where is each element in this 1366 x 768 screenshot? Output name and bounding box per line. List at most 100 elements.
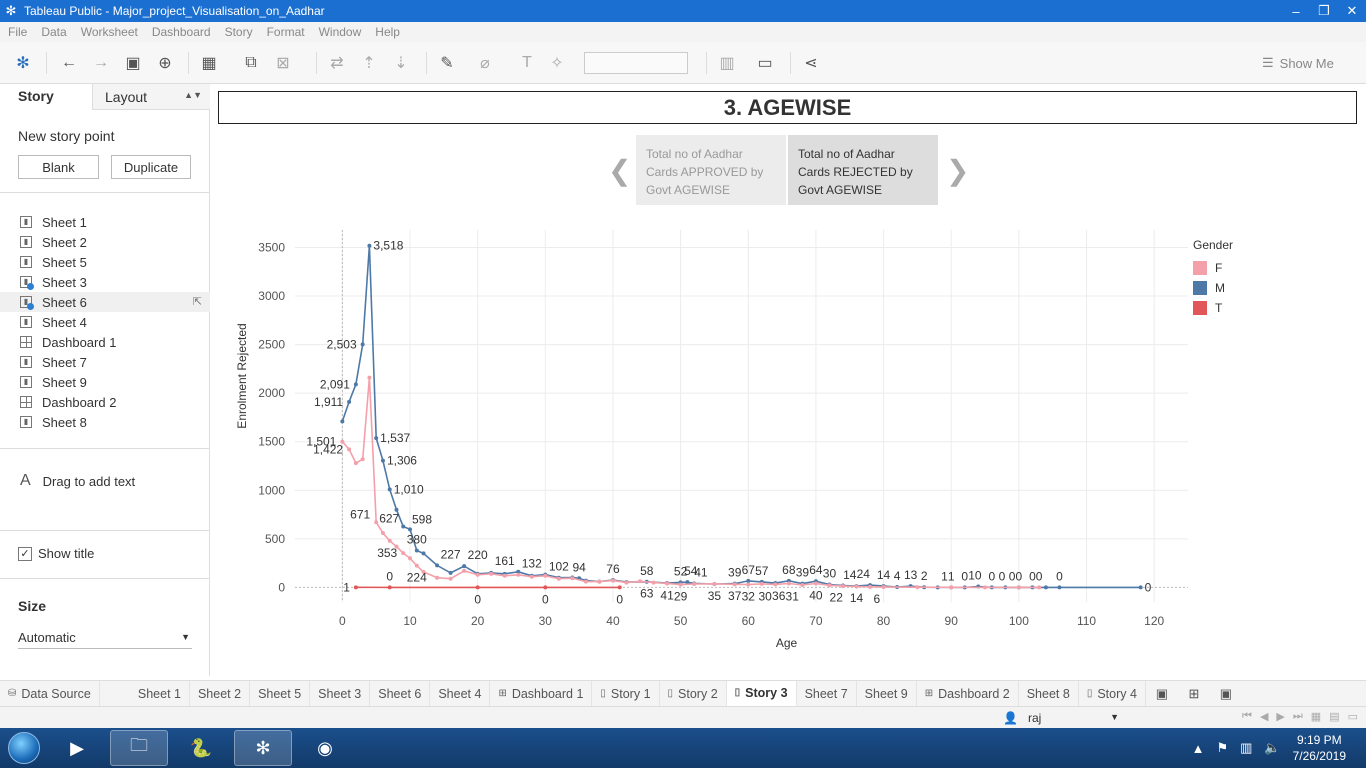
data-point[interactable]	[786, 581, 791, 586]
volume-icon[interactable]: 🔈	[1264, 740, 1281, 755]
next-story-point-icon[interactable]: ❯	[946, 155, 970, 186]
sort-ascending-icon[interactable]: ⇡	[362, 55, 376, 72]
data-point[interactable]	[773, 582, 778, 587]
data-point[interactable]	[638, 579, 643, 584]
data-point[interactable]	[1057, 585, 1062, 590]
data-point[interactable]	[353, 382, 358, 387]
sheet-tab[interactable]: ▯ Story 4	[1079, 680, 1146, 707]
data-point[interactable]	[516, 569, 521, 574]
menu-format[interactable]: Format	[266, 25, 305, 39]
data-point[interactable]	[813, 581, 818, 586]
data-point[interactable]	[387, 487, 392, 492]
undo-icon[interactable]: ←	[61, 54, 77, 71]
legend-item-t[interactable]: T	[1193, 298, 1233, 318]
data-point[interactable]	[827, 583, 832, 588]
sheet-list-item[interactable]: ▮ Sheet 2	[0, 232, 210, 252]
data-point[interactable]	[408, 556, 413, 561]
show-title-checkbox[interactable]: ✓ Show title	[18, 546, 94, 561]
sheet-list-item[interactable]: ▮ Sheet 6 ⇱	[0, 292, 210, 312]
data-point[interactable]	[394, 507, 399, 512]
sheet-tab[interactable]: ⛁ Data Source	[0, 680, 100, 707]
tray-expand-icon[interactable]: ▲	[1191, 740, 1205, 756]
data-point[interactable]	[1138, 585, 1143, 590]
data-point[interactable]	[387, 585, 392, 590]
data-point[interactable]	[949, 585, 954, 590]
data-point[interactable]	[421, 551, 426, 556]
data-point[interactable]	[617, 585, 622, 590]
story-point-rejected[interactable]: Total no of Aadhar Cards REJECTED by Gov…	[788, 135, 938, 205]
sheet-tab[interactable]: ⊞ Dashboard 1	[490, 680, 593, 707]
go-to-sheet-icon[interactable]: ⇱	[192, 296, 202, 308]
data-point[interactable]	[685, 580, 690, 585]
maximize-button[interactable]: ❐	[1318, 3, 1330, 18]
data-point[interactable]	[570, 576, 575, 581]
sheet-list-item[interactable]: ▮ Sheet 7	[0, 352, 210, 372]
sheet-tab[interactable]: Sheet 7	[797, 680, 857, 707]
media-player-icon[interactable]: ▶	[70, 737, 84, 758]
minimize-button[interactable]: –	[1292, 3, 1300, 19]
data-point[interactable]	[387, 538, 392, 543]
data-point[interactable]	[678, 582, 683, 587]
menu-worksheet[interactable]: Worksheet	[80, 25, 138, 39]
data-point[interactable]	[516, 572, 521, 577]
sheet-tab[interactable]: ▯ Story 2	[660, 680, 727, 707]
sheet-list-item[interactable]: ▮ Sheet 5	[0, 252, 210, 272]
redo-icon[interactable]: →	[93, 54, 109, 71]
sheet-sorter-icon[interactable]: ▦	[1310, 711, 1322, 723]
legend-item-f[interactable]: F	[1193, 258, 1233, 278]
data-point[interactable]	[692, 582, 697, 587]
save-icon[interactable]: ▣	[125, 55, 141, 72]
data-point[interactable]	[759, 581, 764, 586]
menu-window[interactable]: Window	[318, 25, 362, 39]
data-point[interactable]	[448, 576, 453, 581]
fit-dropdown[interactable]	[584, 52, 688, 74]
fix-axes-icon[interactable]: ✧	[550, 55, 564, 72]
duplicate-sheet-icon[interactable]: ⧉	[245, 54, 257, 71]
data-point[interactable]	[394, 544, 399, 549]
close-button[interactable]: ✕	[1346, 3, 1358, 18]
legend-item-m[interactable]: M	[1193, 278, 1233, 298]
drag-to-add-text[interactable]: A Drag to add text	[20, 472, 135, 490]
group-members-icon[interactable]: ⌀	[480, 55, 490, 72]
data-point[interactable]	[374, 436, 379, 441]
new-dashboard-icon[interactable]: ⊞	[1188, 685, 1200, 701]
sheet-tab[interactable]: Sheet 9	[857, 680, 917, 707]
menu-data[interactable]: Data	[41, 25, 67, 39]
data-point[interactable]	[401, 524, 406, 529]
sheet-tab[interactable]: ⊞ Dashboard 2	[917, 680, 1019, 707]
sheet-list-item[interactable]: ▮ Sheet 8	[0, 412, 210, 432]
sheet-tab[interactable]: Sheet 4	[430, 680, 491, 707]
menu-help[interactable]: Help	[375, 25, 400, 39]
data-point[interactable]	[489, 571, 494, 576]
filmstrip-icon[interactable]: ▤	[1329, 711, 1340, 723]
action-center-icon[interactable]: ⚑	[1216, 740, 1229, 755]
highlight-icon[interactable]: ✎	[440, 55, 454, 72]
sheet-tab[interactable]: Sheet 1	[130, 680, 190, 707]
sheet-list-item[interactable]: Dashboard 2	[0, 392, 210, 412]
sheet-tab[interactable]: ▯ Story 3	[726, 680, 797, 707]
data-point[interactable]	[353, 585, 358, 590]
clock[interactable]: 9:19 PM 7/26/2019	[1293, 732, 1346, 764]
data-point[interactable]	[435, 563, 440, 568]
sheet-tab[interactable]: Sheet 3	[310, 680, 371, 707]
tableau-app-icon[interactable]: ✻	[234, 730, 292, 766]
data-point[interactable]	[732, 582, 737, 587]
data-point[interactable]	[746, 578, 751, 583]
data-point[interactable]	[347, 447, 352, 452]
data-point[interactable]	[353, 461, 358, 466]
sheet-list-item[interactable]: ▮ Sheet 4	[0, 312, 210, 332]
sheet-list-item[interactable]: ▮ Sheet 1	[0, 212, 210, 232]
duplicate-button[interactable]: Duplicate	[111, 155, 191, 179]
data-point[interactable]	[1016, 585, 1021, 590]
size-dropdown[interactable]: Automatic ▼	[18, 627, 192, 649]
data-point[interactable]	[435, 575, 440, 580]
data-point[interactable]	[840, 584, 845, 589]
sheet-list-item[interactable]: ▮ Sheet 9	[0, 372, 210, 392]
sheet-tab[interactable]: Sheet 6	[370, 680, 431, 707]
python-icon[interactable]: 🐍	[189, 737, 213, 758]
data-point[interactable]	[610, 578, 615, 583]
data-point[interactable]	[502, 573, 507, 578]
blank-button[interactable]: Blank	[18, 155, 99, 179]
new-datasource-icon[interactable]: ⊕	[158, 55, 172, 72]
data-point[interactable]	[360, 342, 365, 347]
